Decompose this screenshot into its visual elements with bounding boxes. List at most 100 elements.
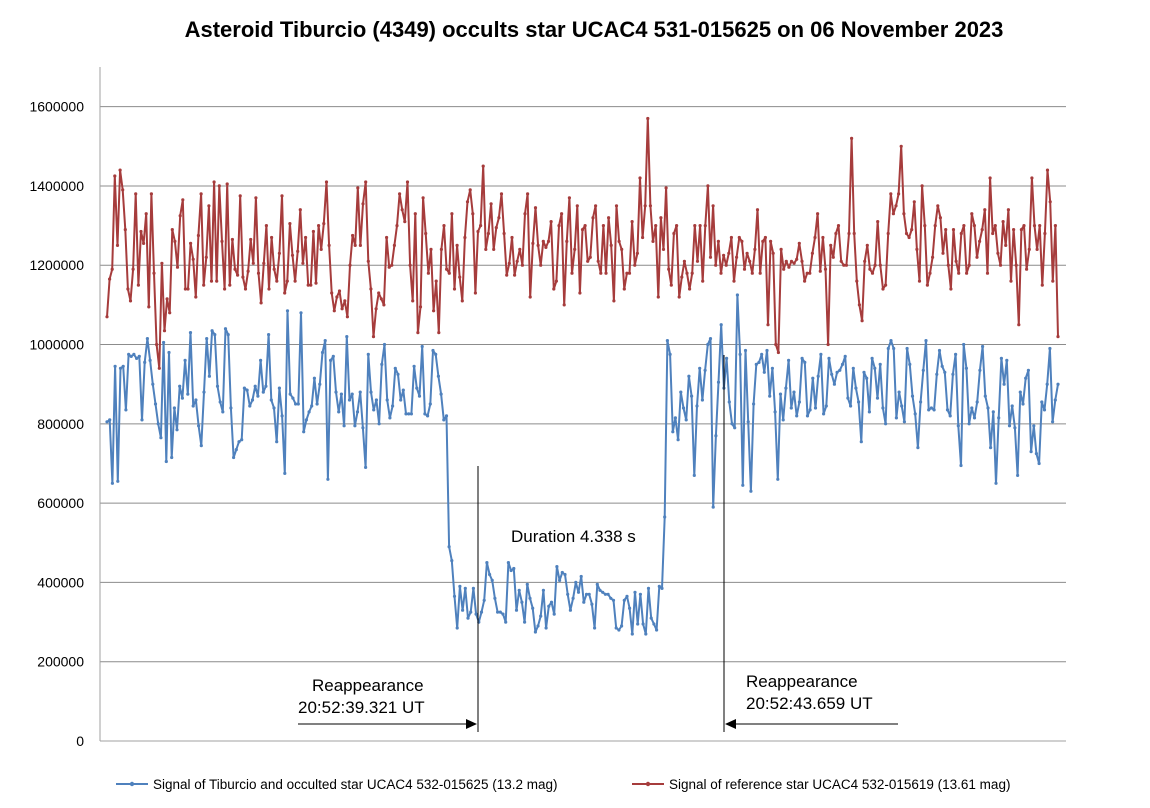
series-2-point [528, 295, 532, 299]
y-tick-label: 1200000 [29, 257, 84, 273]
series-2-point [332, 309, 336, 313]
series-2-point [656, 295, 660, 299]
series-2-point [128, 299, 133, 303]
series-2-point [949, 287, 953, 291]
series-2-point [855, 279, 859, 283]
series-1-point [940, 364, 944, 368]
series-2-point [985, 271, 990, 275]
series-2-point [272, 267, 276, 271]
series-2-point [915, 247, 919, 251]
right-reappearance-time: 20:52:43.659 UT [746, 694, 873, 713]
series-2-point [403, 220, 407, 224]
series-2-point [891, 212, 896, 216]
series-1-point [342, 424, 346, 428]
series-2-point [191, 257, 195, 261]
series-1-point [1018, 390, 1022, 394]
series-1-point [129, 354, 133, 358]
series-1-point [541, 588, 546, 592]
series-1-point [962, 342, 966, 347]
series-1-point [285, 309, 290, 313]
series-1-point [172, 406, 176, 410]
series-1-point [959, 463, 963, 468]
series-2-point [714, 263, 718, 267]
series-1-point [113, 364, 117, 368]
series-1-line [106, 294, 1059, 635]
series-2-point [693, 224, 697, 228]
series-2-point [319, 247, 323, 251]
annotations: Duration 4.338 s Reappearance 20:52:39.3… [298, 355, 898, 732]
series-2-point [565, 239, 569, 243]
series-1-point [878, 362, 882, 366]
series-1-point [183, 358, 187, 362]
series-1-point [156, 422, 160, 426]
series-1-point [143, 360, 147, 364]
series-1-point [768, 394, 772, 398]
series-1-point [121, 364, 125, 368]
series-1-point [598, 588, 602, 592]
series-2-point [395, 224, 399, 228]
legend-label-series1: Signal of Tiburcio and occulted star UCA… [153, 777, 557, 792]
series-2-point [774, 342, 778, 347]
series-1-point [892, 346, 896, 351]
series-2-point [983, 208, 987, 212]
series-1-point [568, 608, 573, 612]
series-2-point [925, 283, 930, 287]
series-2-point [740, 239, 744, 243]
series-2-point [842, 263, 846, 267]
chart-title: Asteroid Tiburcio (4349) occults star UC… [185, 17, 1004, 42]
series-1-point [304, 418, 308, 422]
series-2-point [121, 188, 125, 192]
series-2-point [149, 192, 153, 196]
series-1-point [700, 398, 705, 402]
series-2-point [737, 235, 741, 240]
series-1-point [242, 386, 246, 390]
series-1-point [571, 596, 575, 600]
series-1-point [606, 592, 610, 596]
series-1-point [194, 398, 198, 402]
series-2-point [573, 247, 577, 251]
y-tick-label: 400000 [37, 574, 84, 590]
series-2 [105, 116, 1060, 370]
series-1-point [805, 414, 810, 418]
series-2-point [588, 255, 592, 259]
series-1-point [576, 590, 581, 594]
series-1-point [913, 412, 917, 416]
series-1-point [1034, 452, 1038, 456]
series-2-point [251, 261, 255, 265]
series-2-point [870, 271, 875, 275]
series-2-point [241, 275, 245, 279]
series-1-point [514, 608, 519, 612]
series-2-point [539, 263, 543, 267]
series-1-point [967, 422, 971, 426]
series-2-point [857, 303, 862, 307]
series-2-point [136, 283, 140, 287]
series-1-point [948, 414, 952, 418]
series-1-point [498, 610, 502, 614]
series-2-point [701, 279, 705, 283]
series-1-point [601, 590, 605, 594]
series-1-point [625, 594, 629, 598]
series-1-point [902, 420, 907, 424]
series-1-point [676, 438, 680, 442]
series-2-point [170, 228, 174, 232]
series-1-point [259, 358, 263, 362]
series-1-point [754, 362, 758, 366]
series-2-point [418, 305, 423, 309]
series-2-point [753, 247, 757, 251]
series-2-point [818, 269, 822, 273]
series-1-point [840, 362, 845, 366]
series-1-point [275, 440, 279, 444]
series-2-point [387, 265, 391, 269]
series-1-point [983, 394, 987, 398]
series-1-point [452, 594, 457, 598]
series-1-point [1048, 346, 1052, 351]
series-2-point [267, 287, 271, 291]
series-2-point [502, 231, 506, 236]
series-1-point [145, 337, 149, 341]
series-2-point [314, 281, 318, 285]
series-1-point [684, 418, 688, 422]
series-1-point [1032, 424, 1036, 428]
series-1-point [404, 412, 408, 416]
series-1-point [334, 390, 338, 394]
series-1-point [646, 586, 651, 591]
